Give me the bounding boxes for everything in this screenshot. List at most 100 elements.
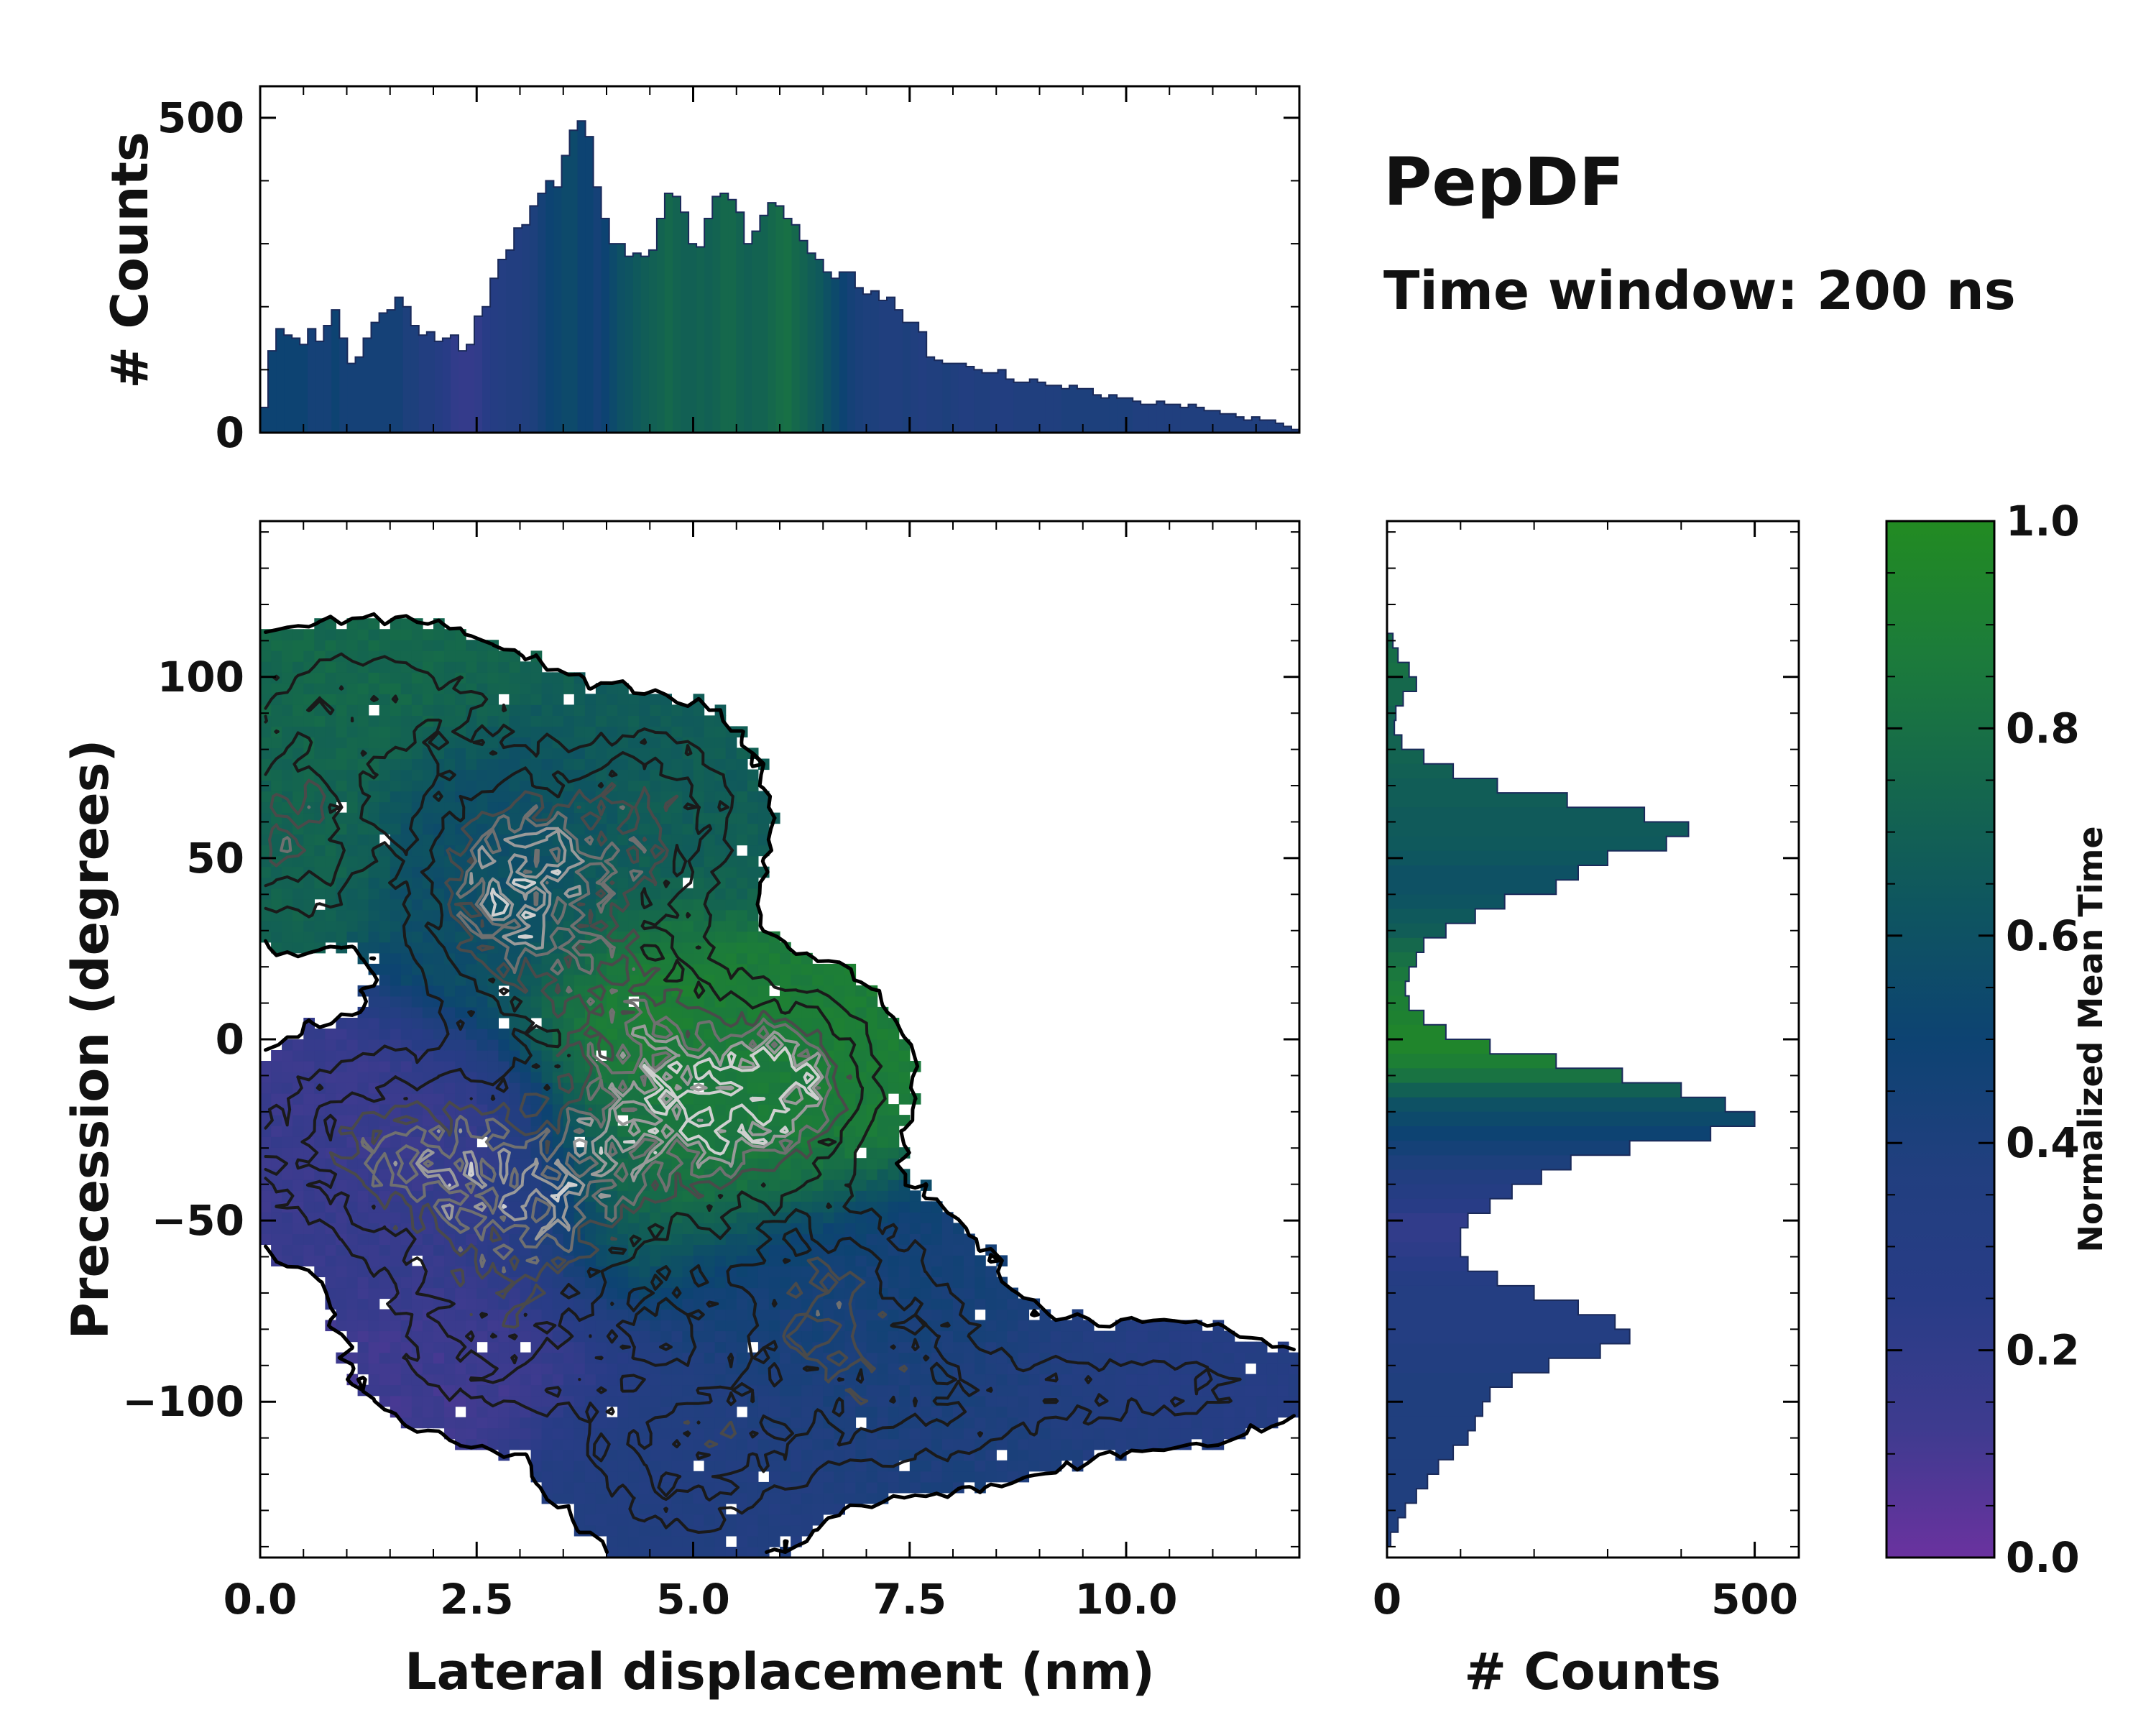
- heatmap-cell: [346, 1018, 359, 1029]
- heatmap-cell: [1212, 1330, 1225, 1343]
- heatmap-cell: [400, 1406, 413, 1418]
- heatmap-cell: [1234, 1352, 1246, 1364]
- heatmap-cell: [584, 1363, 596, 1375]
- heatmap-cell: [812, 1330, 824, 1343]
- heatmap-cell: [650, 1503, 661, 1515]
- top-histogram-bar: [895, 310, 903, 433]
- heatmap-cell: [357, 1266, 369, 1277]
- main-xlabel: Lateral displacement (nm): [405, 1642, 1155, 1701]
- heatmap-cell: [855, 1287, 867, 1300]
- heatmap-cell: [996, 1395, 1008, 1407]
- heatmap-cell: [639, 1547, 650, 1558]
- heatmap-cell: [888, 1276, 900, 1289]
- heatmap-cell: [292, 1126, 304, 1137]
- heatmap-cell: [617, 1233, 629, 1245]
- heatmap-cell: [455, 780, 466, 792]
- heatmap-cell: [791, 1406, 802, 1418]
- heatmap-cell: [357, 715, 369, 727]
- heatmap-cell: [898, 1309, 911, 1321]
- heatmap-cell: [411, 1072, 423, 1083]
- heatmap-cell: [791, 1471, 802, 1483]
- heatmap-cell: [455, 694, 466, 705]
- heatmap-cell: [1245, 1374, 1257, 1386]
- heatmap-cell: [812, 1201, 824, 1213]
- heatmap-cell: [628, 1524, 640, 1537]
- heatmap-cell: [693, 1201, 705, 1213]
- heatmap-cell: [260, 650, 272, 662]
- heatmap-cell: [498, 683, 510, 694]
- heatmap-cell: [704, 1406, 716, 1418]
- heatmap-cell: [996, 1309, 1008, 1321]
- heatmap-cell: [411, 1029, 423, 1040]
- heatmap-cell: [607, 1287, 618, 1300]
- heatmap-cell: [368, 801, 380, 814]
- heatmap-cell: [855, 1255, 867, 1266]
- top-histogram-bar: [966, 367, 975, 433]
- heatmap-cell: [1191, 1395, 1203, 1407]
- main-xtick-label: 10.0: [1074, 1575, 1177, 1624]
- heatmap-cell: [357, 877, 369, 889]
- heatmap-cell: [866, 1309, 878, 1321]
- heatmap-cell: [693, 920, 705, 932]
- heatmap-cell: [791, 1330, 802, 1343]
- heatmap-cell: [617, 1524, 629, 1537]
- heatmap-cell: [682, 1503, 694, 1515]
- heatmap-cell: [650, 1212, 661, 1223]
- heatmap-cell: [411, 877, 423, 889]
- heatmap-cell: [271, 920, 282, 932]
- heatmap-cell: [282, 672, 293, 684]
- heatmap-cell: [390, 769, 402, 781]
- top-histogram-bar: [609, 244, 618, 433]
- heatmap-cell: [541, 1287, 553, 1300]
- heatmap-cell: [346, 683, 359, 694]
- heatmap-cell: [379, 769, 391, 781]
- heatmap-cell: [368, 1309, 380, 1321]
- heatmap-cell: [346, 1255, 359, 1266]
- heatmap-cell: [1093, 1330, 1105, 1343]
- heatmap-cell: [325, 1233, 337, 1245]
- heatmap-cell: [920, 1395, 932, 1407]
- heatmap-cell: [1256, 1417, 1268, 1429]
- heatmap-cell: [336, 737, 348, 748]
- heatmap-cell: [660, 1374, 672, 1386]
- heatmap-cell: [346, 888, 359, 900]
- heatmap-cell: [704, 801, 716, 814]
- heatmap-cell: [628, 1406, 640, 1418]
- heatmap-cell: [390, 995, 402, 1008]
- heatmap-cell: [466, 780, 477, 792]
- heatmap-cell: [314, 823, 326, 835]
- heatmap-cell: [898, 1072, 911, 1083]
- heatmap-cell: [844, 1082, 857, 1094]
- heatmap-cell: [617, 780, 629, 792]
- heatmap-cell: [314, 1233, 326, 1245]
- heatmap-cell: [768, 1266, 780, 1277]
- heatmap-cell: [747, 942, 759, 954]
- heatmap-cell: [433, 963, 445, 975]
- heatmap-cell: [411, 704, 423, 716]
- heatmap-cell: [866, 1223, 878, 1234]
- heatmap-cell: [1018, 1363, 1030, 1375]
- heatmap-cell: [292, 1115, 304, 1126]
- heatmap-cell: [292, 1223, 304, 1234]
- heatmap-cell: [650, 1438, 661, 1450]
- heatmap-cell: [747, 845, 759, 857]
- heatmap-cell: [379, 1244, 391, 1256]
- heatmap-cell: [487, 1320, 499, 1332]
- heatmap-cell: [595, 748, 607, 759]
- heatmap-cell: [628, 1481, 640, 1494]
- heatmap-cell: [573, 726, 586, 737]
- heatmap-cell: [693, 1363, 705, 1375]
- heatmap-cell: [509, 672, 521, 684]
- heatmap-cell: [747, 812, 759, 824]
- heatmap-cell: [520, 1255, 532, 1266]
- heatmap-cell: [411, 1266, 423, 1277]
- top-histogram-bar: [760, 215, 768, 433]
- heatmap-cell: [650, 1287, 661, 1300]
- heatmap-cell: [433, 1050, 445, 1062]
- heatmap-cell: [541, 1072, 553, 1083]
- heatmap-cell: [466, 661, 477, 673]
- heatmap-cell: [357, 1082, 369, 1094]
- heatmap-cell: [379, 1255, 391, 1266]
- heatmap-cell: [541, 758, 553, 770]
- heatmap-cell: [368, 1298, 380, 1310]
